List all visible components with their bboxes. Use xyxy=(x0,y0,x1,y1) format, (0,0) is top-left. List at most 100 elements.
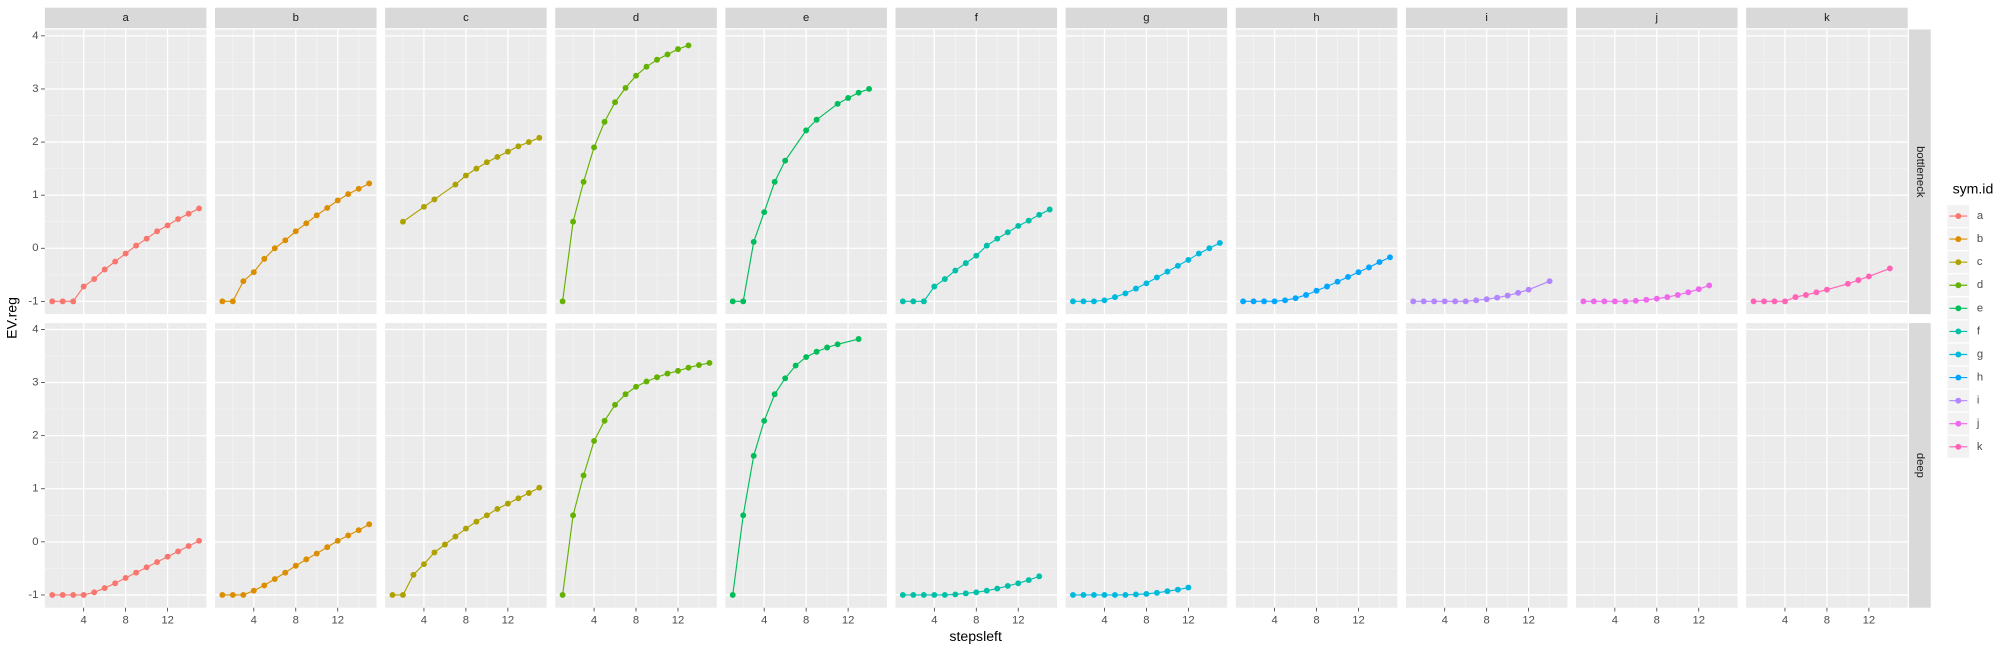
data-point xyxy=(685,42,692,49)
data-point xyxy=(515,495,522,502)
data-point xyxy=(292,228,299,235)
data-point xyxy=(1580,298,1587,305)
data-point xyxy=(196,537,203,544)
data-point xyxy=(219,298,226,305)
x-tick-label: 4 xyxy=(591,614,597,626)
data-point xyxy=(91,589,98,596)
data-point xyxy=(282,237,289,244)
x-tick-label: 4 xyxy=(1442,614,1448,626)
data-point xyxy=(49,298,56,305)
data-point xyxy=(240,278,247,285)
data-point xyxy=(473,165,480,172)
legend-label: k xyxy=(1977,441,1983,453)
y-tick-label: 1 xyxy=(32,483,38,495)
data-point xyxy=(1782,298,1788,305)
data-point xyxy=(1122,290,1129,297)
x-tick-label: 4 xyxy=(1782,614,1788,626)
data-point xyxy=(1185,584,1192,591)
data-point xyxy=(994,585,1001,592)
data-point xyxy=(706,359,713,366)
data-point xyxy=(282,569,289,576)
y-tick-label: 4 xyxy=(32,323,38,335)
x-tick-label: 12 xyxy=(1522,614,1535,626)
data-point xyxy=(271,576,278,582)
strip-label: a xyxy=(123,12,130,24)
data-point xyxy=(771,391,778,398)
x-tick-label: 8 xyxy=(1484,614,1490,626)
x-tick-label: 8 xyxy=(633,614,639,626)
data-point xyxy=(366,521,373,528)
data-point xyxy=(664,51,671,58)
data-point xyxy=(1664,294,1671,301)
data-point xyxy=(536,484,543,491)
data-point xyxy=(1122,591,1129,598)
x-tick-label: 12 xyxy=(331,614,344,626)
data-point xyxy=(515,143,522,150)
data-point xyxy=(324,204,331,211)
x-tick-label: 12 xyxy=(672,614,685,626)
legend-label: h xyxy=(1977,372,1983,384)
data-point xyxy=(1886,265,1893,272)
data-point xyxy=(983,242,990,249)
legend-label: a xyxy=(1977,210,1984,222)
data-point xyxy=(250,269,257,276)
data-point xyxy=(1080,298,1087,305)
x-tick-label: 12 xyxy=(161,614,174,626)
data-point xyxy=(729,298,736,305)
data-point xyxy=(1303,292,1309,298)
data-point xyxy=(441,541,448,548)
data-point xyxy=(920,298,927,305)
data-point xyxy=(420,561,427,568)
data-point xyxy=(931,283,938,290)
data-point xyxy=(49,591,56,598)
data-point xyxy=(685,364,692,371)
data-point xyxy=(792,362,799,369)
data-point xyxy=(1515,289,1522,296)
data-point xyxy=(80,591,87,598)
data-point xyxy=(70,591,77,598)
x-tick-label: 4 xyxy=(1612,614,1618,626)
data-point xyxy=(782,157,789,164)
data-point xyxy=(1802,292,1809,298)
x-tick-label: 4 xyxy=(1271,614,1277,626)
data-point xyxy=(931,591,938,598)
data-point xyxy=(1813,289,1820,296)
y-tick-label: 2 xyxy=(32,136,38,148)
data-point xyxy=(303,556,310,563)
data-point xyxy=(813,116,820,123)
data-point xyxy=(400,218,406,225)
data-point xyxy=(494,153,501,160)
data-point xyxy=(1355,269,1362,276)
data-point xyxy=(1473,297,1480,304)
data-point xyxy=(910,298,917,305)
data-point xyxy=(1855,277,1862,284)
data-point xyxy=(1761,298,1767,305)
data-point xyxy=(570,218,577,225)
strip-label: deep xyxy=(1914,453,1926,478)
data-point xyxy=(1174,262,1181,269)
strip-background xyxy=(215,7,377,29)
data-point xyxy=(431,549,438,556)
strip-label: e xyxy=(803,12,809,24)
data-point xyxy=(633,72,639,79)
data-point xyxy=(1261,298,1268,305)
data-point xyxy=(1792,294,1799,301)
data-point xyxy=(750,238,757,245)
data-point xyxy=(1036,211,1043,218)
data-point xyxy=(1004,582,1011,589)
strip-background xyxy=(1908,323,1931,608)
x-tick-label: 4 xyxy=(931,614,937,626)
data-point xyxy=(313,550,320,557)
data-point xyxy=(229,298,236,305)
data-point xyxy=(824,344,831,351)
data-point xyxy=(250,587,257,594)
data-point xyxy=(101,266,108,273)
data-point xyxy=(740,298,747,305)
legend-label: j xyxy=(1976,418,1980,430)
strip-background xyxy=(1065,7,1228,29)
data-point xyxy=(345,191,352,198)
data-point xyxy=(494,505,501,512)
data-point xyxy=(1643,296,1650,303)
y-tick-label: 3 xyxy=(32,377,38,389)
data-point xyxy=(462,172,469,179)
